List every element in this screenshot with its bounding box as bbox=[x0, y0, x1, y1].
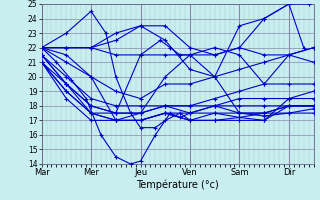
X-axis label: Température (°c): Température (°c) bbox=[136, 180, 219, 190]
